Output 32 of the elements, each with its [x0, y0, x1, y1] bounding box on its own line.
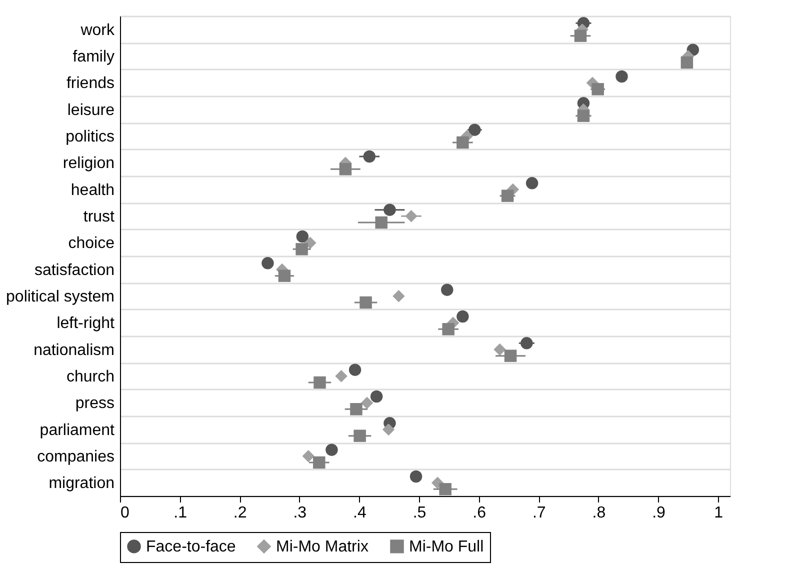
- y-tick-label: family: [72, 48, 114, 66]
- y-tick-label: migration: [48, 475, 114, 492]
- x-tick-label: 1: [714, 504, 724, 522]
- legend-label: Mi-Mo Full: [409, 538, 484, 556]
- y-tick-label: politics: [66, 128, 114, 146]
- y-tick-label: work: [80, 22, 116, 39]
- x-tick-label: .1: [174, 504, 188, 522]
- x-tick-label: .7: [532, 504, 546, 522]
- legend-label: Mi-Mo Matrix: [276, 538, 368, 556]
- y-tick-label: friends: [66, 75, 114, 92]
- x-tick-label: .8: [592, 504, 606, 522]
- x-tick-label: .6: [472, 504, 486, 522]
- y-tick-label: companies: [37, 448, 114, 466]
- y-tick-label: religion: [62, 155, 114, 172]
- x-tick-label: .4: [353, 504, 366, 522]
- y-tick-label: left-right: [56, 315, 116, 332]
- y-tick-label: political system: [6, 288, 114, 306]
- y-tick-label: trust: [83, 208, 116, 226]
- x-tick-label: 0: [120, 504, 130, 522]
- x-tick-label: .5: [412, 504, 426, 522]
- y-tick-label: health: [70, 182, 114, 199]
- y-tick-label: parliament: [40, 422, 116, 439]
- x-tick-label: .3: [293, 504, 307, 522]
- x-tick-label: .9: [652, 504, 666, 522]
- y-tick-label: satisfaction: [34, 262, 114, 279]
- y-tick-label: nationalism: [34, 342, 114, 359]
- y-tick-label: press: [75, 395, 114, 412]
- x-tick-label: .2: [233, 504, 247, 522]
- legend-label: Face-to-face: [146, 538, 236, 556]
- y-tick-label: choice: [68, 235, 115, 252]
- y-tick-label: church: [66, 368, 114, 386]
- y-tick-label: leisure: [67, 102, 115, 119]
